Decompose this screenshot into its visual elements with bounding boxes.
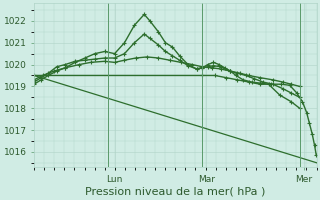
X-axis label: Pression niveau de la mer( hPa ): Pression niveau de la mer( hPa ) xyxy=(85,187,266,197)
